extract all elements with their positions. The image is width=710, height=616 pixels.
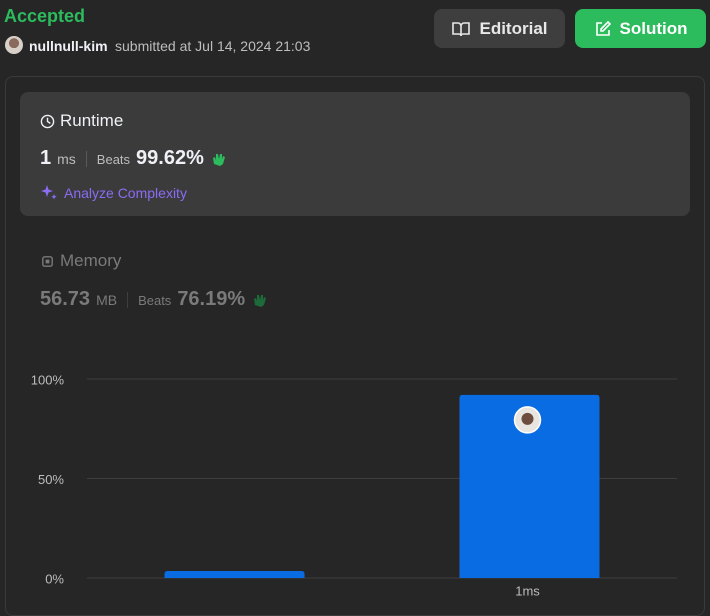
status: Accepted [4, 6, 86, 26]
beats-label: Beats [138, 293, 172, 308]
solution-label: Solution [619, 18, 688, 38]
chip-core [45, 259, 50, 263]
sparkle-svg [41, 185, 57, 200]
runtime-stats: 1 ms Beats 99.62% [40, 147, 228, 170]
runtime-heading: Runtime [40, 111, 123, 131]
memory-heading[interactable]: Memory [40, 251, 121, 271]
analyze-link[interactable]: Analyze Complexity [64, 185, 187, 201]
y-tick-label: 50% [38, 472, 64, 487]
clock-icon [40, 114, 55, 128]
editorial-button[interactable]: Editorial [434, 9, 565, 48]
edit-icon [595, 20, 611, 36]
runtime-card[interactable] [20, 92, 690, 216]
runtime-beats: 99.62% [136, 147, 204, 169]
y-tick-label: 0% [45, 571, 64, 586]
runtime-value: 1 [40, 147, 52, 169]
bar[interactable] [164, 571, 305, 578]
memory-label: Memory [60, 251, 122, 270]
solution-button[interactable]: Solution [575, 9, 706, 48]
memory-unit: MB [96, 292, 118, 308]
username[interactable]: nullnull-kim [29, 38, 108, 54]
runtime-unit: ms [57, 151, 76, 167]
clap-icon [212, 153, 225, 166]
bar[interactable] [459, 394, 600, 578]
chip-body [42, 255, 53, 267]
book-path [452, 21, 471, 36]
sparkle-icon [40, 183, 58, 206]
book-icon [452, 21, 471, 36]
editorial-label: Editorial [479, 18, 548, 38]
memory-beats: 76.19% [177, 288, 246, 310]
beats-label: Beats [96, 152, 131, 167]
user-avatar-figure [521, 412, 534, 425]
clock-hands [46, 117, 51, 124]
separator [85, 150, 87, 167]
runtime-label: Runtime [60, 111, 124, 130]
clap-icon [254, 294, 267, 307]
edit-path [595, 20, 611, 36]
submitted-time: submitted at Jul 14, 2024 21:03 [115, 38, 311, 54]
separator [127, 291, 129, 308]
clock-face [40, 114, 55, 128]
avatar[interactable] [5, 36, 23, 54]
y-tick-label: 100% [31, 372, 65, 387]
clap-path [212, 153, 225, 166]
memory-value: 56.73 [40, 288, 91, 310]
sparkle-path [41, 185, 57, 200]
memory-stats: 56.73 MB Beats 76.19% [40, 288, 269, 311]
x-tick-label: 1ms [515, 583, 540, 598]
clap-path [254, 294, 267, 307]
chip-icon [42, 255, 53, 267]
